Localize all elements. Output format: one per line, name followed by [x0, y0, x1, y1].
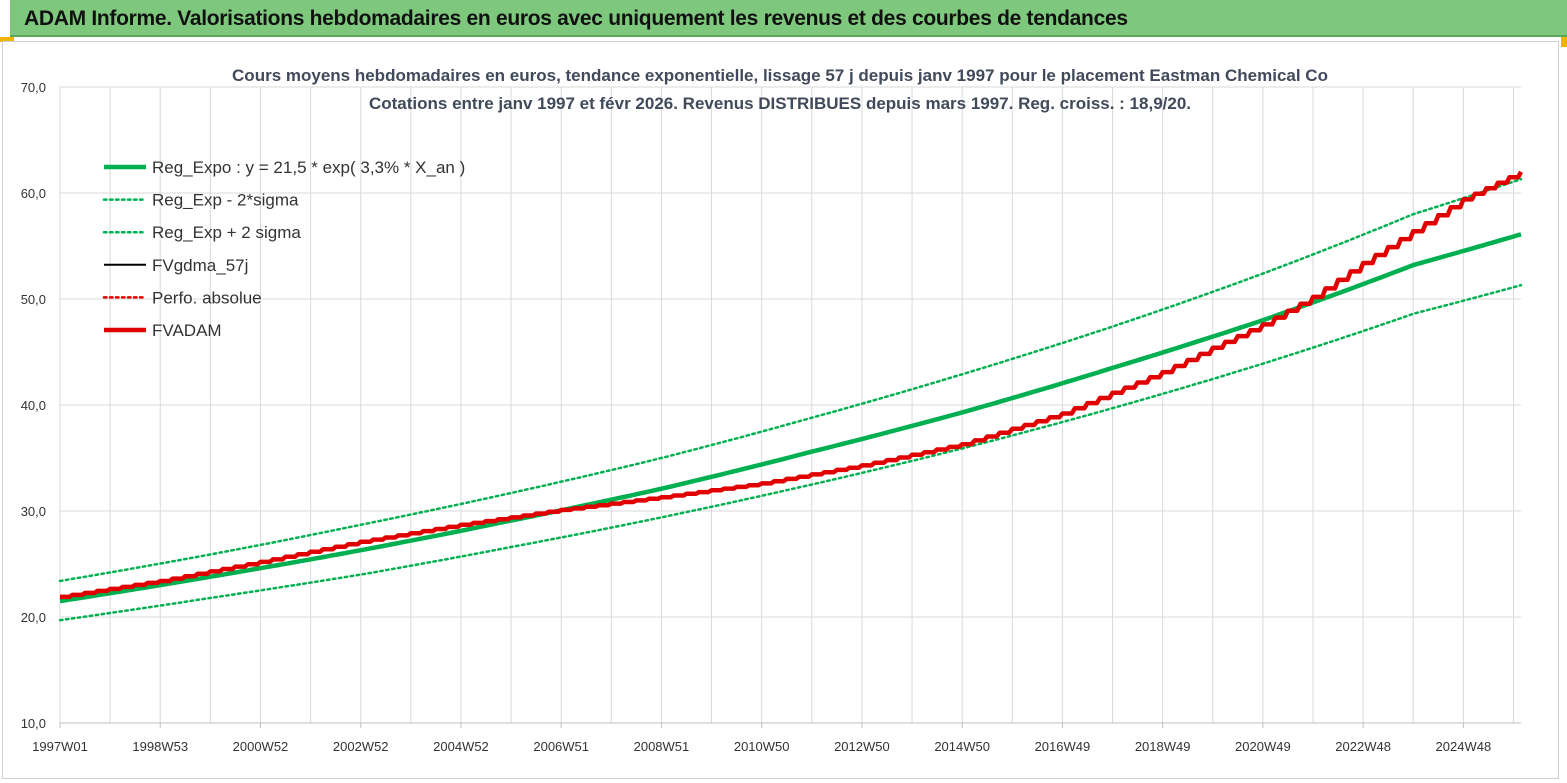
- legend-label: Reg_Exp - 2*sigma: [152, 191, 299, 210]
- series-line-reg-exp-2-sigma: [58, 177, 1523, 583]
- legend: Reg_Expo : y = 21,5 * exp( 3,3% * X_an )…: [102, 158, 465, 340]
- legend-label: Reg_Expo : y = 21,5 * exp( 3,3% * X_an ): [152, 158, 465, 177]
- x-tick-label: 2022W48: [1335, 739, 1391, 754]
- x-tick-label: 2010W50: [734, 739, 790, 754]
- x-tick-label: 2020W49: [1235, 739, 1291, 754]
- y-tick-label: 40,0: [21, 398, 46, 413]
- y-tick-label: 30,0: [21, 504, 46, 519]
- series-line-reg-exp-2-sigma: [58, 283, 1523, 622]
- corner-accent-right: [1561, 37, 1567, 47]
- x-tick-label: 2014W50: [934, 739, 990, 754]
- header-title: ADAM Informe. Valorisations hebdomadaire…: [24, 7, 1128, 30]
- x-tick-label: 1998W53: [132, 739, 188, 754]
- legend-label: Perfo. absolue: [152, 288, 262, 307]
- x-tick-label: 2012W50: [834, 739, 890, 754]
- series-line-reg-expo-y-21-5-exp-3-3-x-an: [59, 232, 1522, 604]
- y-tick-label: 60,0: [21, 186, 46, 201]
- y-tick-label: 20,0: [21, 610, 46, 625]
- y-tick-label: 10,0: [21, 716, 46, 731]
- series-lines: [58, 170, 1523, 622]
- chart-title-line-1: Cours moyens hebdomadaires en euros, ten…: [232, 66, 1328, 85]
- x-tick-label: 2024W48: [1436, 739, 1492, 754]
- grid: [59, 86, 1521, 724]
- x-tick-label: 2000W52: [233, 739, 289, 754]
- x-tick-label: 2006W51: [533, 739, 589, 754]
- x-tick-label: 2018W49: [1135, 739, 1191, 754]
- x-tick-label: 2016W49: [1035, 739, 1091, 754]
- header-banner: ADAM Informe. Valorisations hebdomadaire…: [10, 0, 1567, 37]
- axes: 10,0 20,0 30,0 40,0 50,0 60,0 70,0 1997W01 1998W…: [21, 80, 1521, 754]
- series-line-fvadam: [60, 170, 1523, 600]
- x-tick-label: 2004W52: [433, 739, 489, 754]
- chart-title-line-2: Cotations entre janv 1997 et févr 2026. …: [369, 94, 1191, 113]
- y-tick-label: 70,0: [21, 80, 46, 95]
- corner-accent-left: [0, 37, 14, 42]
- x-tick-label: 1997W01: [32, 739, 88, 754]
- legend-label: FVgdma_57j: [152, 256, 248, 275]
- legend-label: FVADAM: [152, 321, 222, 340]
- x-tick-label: 2008W51: [634, 739, 690, 754]
- chart-frame: [2, 41, 1559, 779]
- x-tick-label: 2002W52: [333, 739, 389, 754]
- y-tick-label: 50,0: [21, 292, 46, 307]
- legend-label: Reg_Exp + 2 sigma: [152, 223, 301, 242]
